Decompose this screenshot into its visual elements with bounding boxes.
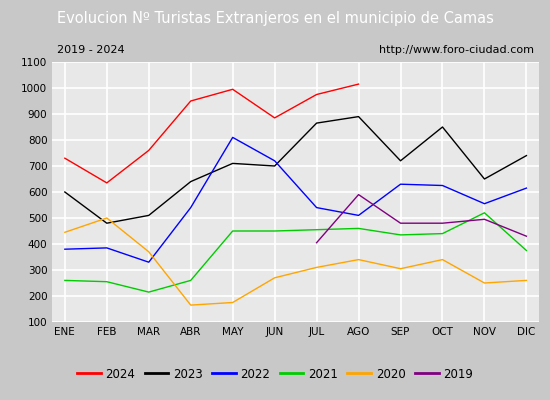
Text: Evolucion Nº Turistas Extranjeros en el municipio de Camas: Evolucion Nº Turistas Extranjeros en el … xyxy=(57,12,493,26)
Text: http://www.foro-ciudad.com: http://www.foro-ciudad.com xyxy=(379,45,534,55)
Text: 2019 - 2024: 2019 - 2024 xyxy=(57,45,125,55)
Legend: 2024, 2023, 2022, 2021, 2020, 2019: 2024, 2023, 2022, 2021, 2020, 2019 xyxy=(72,363,478,385)
